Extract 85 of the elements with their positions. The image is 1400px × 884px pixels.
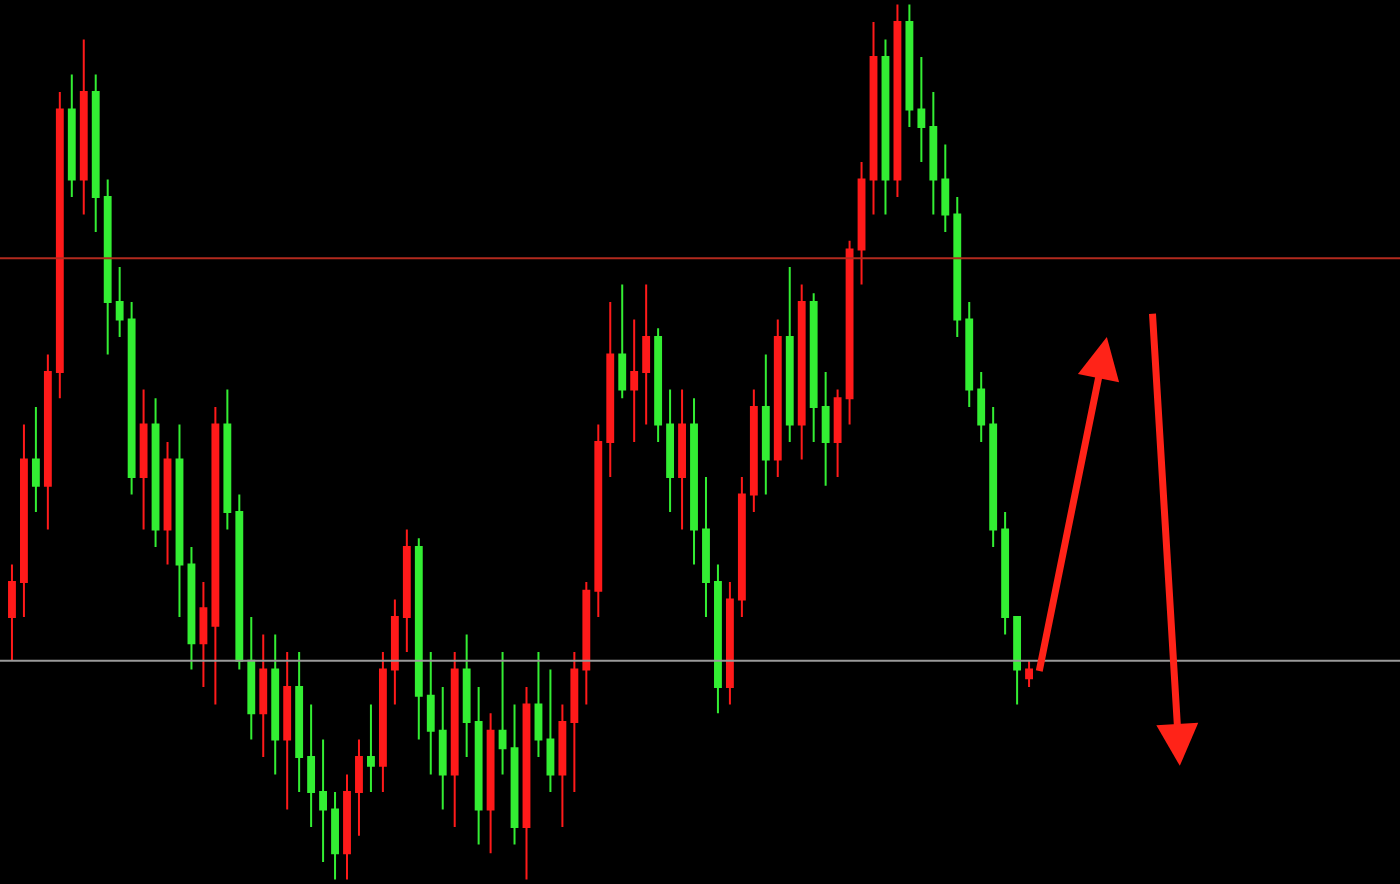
candlestick (857, 160, 866, 286)
candlestick (534, 651, 543, 759)
candlestick (893, 3, 902, 198)
candlestick (702, 476, 710, 619)
candlestick (283, 651, 292, 811)
candlestick (642, 283, 651, 426)
candlestick (307, 703, 316, 829)
candlestick (749, 388, 758, 514)
candlestick (678, 388, 686, 531)
candlestick (43, 353, 52, 531)
candlestick (498, 651, 507, 776)
candlestick (929, 90, 938, 216)
candlestick (630, 318, 639, 443)
candlestick (989, 406, 998, 549)
candlestick (869, 20, 878, 216)
candlestick (343, 773, 351, 881)
candlestick (570, 651, 579, 794)
candlestick (881, 38, 890, 216)
candlestick (271, 633, 280, 776)
candlestick (474, 686, 483, 846)
candlestick (785, 265, 794, 443)
candlestick (845, 239, 854, 426)
candlestick (797, 283, 806, 461)
candlestick (426, 651, 435, 776)
candlestick (127, 300, 136, 496)
candlestick (31, 406, 40, 514)
candlestick (223, 388, 232, 531)
candlestick (151, 397, 160, 549)
candlestick (809, 292, 818, 443)
candlestick (402, 528, 411, 654)
candlestick (833, 388, 842, 478)
candlestick (977, 370, 986, 443)
candlestick (390, 598, 399, 706)
candlestick (331, 791, 339, 881)
candlestick (965, 300, 974, 408)
candlestick (690, 397, 698, 566)
candlestick (319, 738, 327, 864)
candlestick (737, 476, 746, 619)
candlestick (367, 703, 375, 794)
candlestick (139, 388, 148, 531)
candlestick (378, 651, 387, 794)
candlestick (666, 388, 675, 514)
candlestick (235, 493, 244, 671)
candlestick (761, 353, 770, 496)
candlestick (211, 406, 220, 706)
candlestick (355, 738, 363, 837)
candlestick (79, 38, 88, 216)
candlestick (8, 563, 16, 662)
candlestick (905, 3, 914, 128)
candlestick (20, 423, 28, 619)
candlestick (773, 318, 782, 478)
candlestick (259, 633, 268, 759)
candlestick (546, 668, 555, 794)
candlestick (91, 73, 100, 233)
candlestick (115, 265, 124, 338)
candlestick (558, 703, 567, 829)
candlestick (594, 423, 603, 619)
candlestick (654, 327, 663, 443)
candlestick (725, 581, 734, 706)
candlestick (175, 423, 184, 619)
candlestick (103, 178, 112, 356)
candlestick (1013, 616, 1022, 706)
candlestick (199, 581, 208, 689)
candlestick (438, 686, 447, 811)
candlestick (917, 55, 926, 163)
candlestick (462, 633, 471, 759)
candlestick (714, 563, 722, 715)
candlestick (67, 73, 76, 198)
candlestick (582, 581, 591, 706)
candlestick (295, 651, 304, 794)
candlestick (414, 537, 423, 741)
candlestick (522, 686, 531, 881)
candlestick (510, 703, 519, 846)
candlestick (1001, 511, 1010, 636)
candlestick (618, 283, 627, 400)
candlestick (187, 546, 196, 671)
candlestick (606, 300, 615, 478)
candlestick (821, 370, 830, 487)
candlestick (450, 651, 459, 829)
candlestick (486, 712, 495, 855)
candlestick (55, 90, 64, 400)
candlestick (953, 195, 962, 338)
candlestick (247, 616, 256, 741)
candlestick (163, 441, 172, 566)
candlestick (941, 143, 950, 233)
